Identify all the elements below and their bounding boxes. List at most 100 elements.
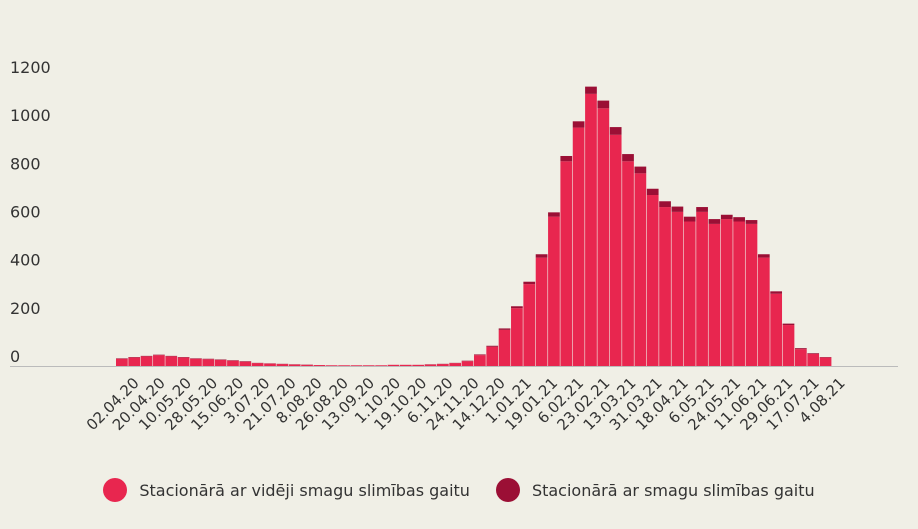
y-tick-label: 1000 xyxy=(10,106,51,125)
y-tick-label: 200 xyxy=(10,299,41,318)
bar-moderate[interactable] xyxy=(696,211,708,366)
bar-moderate[interactable] xyxy=(634,173,647,366)
bar-moderate[interactable] xyxy=(288,364,301,366)
bar-severe[interactable] xyxy=(486,345,499,347)
y-tick-label: 600 xyxy=(10,203,41,222)
bar-moderate[interactable] xyxy=(350,365,363,366)
bar-moderate[interactable] xyxy=(708,223,721,366)
bar-moderate[interactable] xyxy=(338,365,350,366)
bar-moderate[interactable] xyxy=(399,364,412,366)
bar-moderate[interactable] xyxy=(461,361,474,366)
bar-moderate[interactable] xyxy=(412,364,425,366)
bar-moderate[interactable] xyxy=(733,221,745,367)
bar-severe[interactable] xyxy=(708,219,721,224)
bar-severe[interactable] xyxy=(634,166,647,174)
bar-moderate[interactable] xyxy=(646,195,659,366)
bar-moderate[interactable] xyxy=(720,219,733,366)
legend-item-severe[interactable]: Stacionārā ar smagu slimības gaitu xyxy=(495,478,815,502)
bar-moderate[interactable] xyxy=(301,364,313,366)
legend-item-moderate[interactable]: Stacionārā ar vidēji smagu slimības gait… xyxy=(103,478,470,502)
chart-svg: 02004006008001000120002.04.2020.04.2010.… xyxy=(10,58,898,434)
bar-severe[interactable] xyxy=(548,212,560,217)
y-tick-label: 0 xyxy=(10,347,20,366)
bar-moderate[interactable] xyxy=(239,361,252,366)
bar-severe[interactable] xyxy=(622,154,634,162)
bar-moderate[interactable] xyxy=(511,308,523,366)
legend: Stacionārā ar vidēji smagu slimības gait… xyxy=(0,478,918,502)
bar-moderate[interactable] xyxy=(436,364,449,366)
y-tick-label: 400 xyxy=(10,251,41,270)
bar-moderate[interactable] xyxy=(671,211,684,366)
bar-severe[interactable] xyxy=(498,328,511,330)
bar-moderate[interactable] xyxy=(325,365,338,366)
bar-moderate[interactable] xyxy=(128,357,141,366)
bar-moderate[interactable] xyxy=(190,358,202,366)
bar-moderate[interactable] xyxy=(153,355,165,366)
bar-moderate[interactable] xyxy=(449,363,462,366)
bar-severe[interactable] xyxy=(782,323,795,326)
bar-moderate[interactable] xyxy=(362,365,375,366)
bar-moderate[interactable] xyxy=(597,108,610,366)
bar-severe[interactable] xyxy=(745,220,758,224)
bar-moderate[interactable] xyxy=(116,358,128,366)
bar-severe[interactable] xyxy=(511,306,523,309)
legend-label-moderate: Stacionārā ar vidēji smagu slimības gait… xyxy=(139,480,470,500)
bar-severe[interactable] xyxy=(597,100,610,109)
bar-moderate[interactable] xyxy=(214,359,227,366)
bar-moderate[interactable] xyxy=(424,364,437,366)
bar-moderate[interactable] xyxy=(622,161,634,366)
bar-moderate[interactable] xyxy=(819,357,832,366)
legend-swatch-severe xyxy=(495,478,520,502)
legend-swatch-moderate xyxy=(103,478,128,502)
bar-moderate[interactable] xyxy=(251,363,264,366)
bar-severe[interactable] xyxy=(572,121,585,128)
bar-moderate[interactable] xyxy=(659,207,671,366)
bar-moderate[interactable] xyxy=(782,325,795,366)
bar-moderate[interactable] xyxy=(498,329,511,367)
bar-moderate[interactable] xyxy=(523,284,536,366)
bar-severe[interactable] xyxy=(609,127,622,135)
bar-severe[interactable] xyxy=(696,207,708,212)
bar-moderate[interactable] xyxy=(165,356,178,366)
bar-moderate[interactable] xyxy=(177,357,190,366)
bar-moderate[interactable] xyxy=(757,257,770,367)
bar-moderate[interactable] xyxy=(140,356,153,366)
bar-severe[interactable] xyxy=(474,354,486,356)
bar-moderate[interactable] xyxy=(276,364,289,366)
bar-moderate[interactable] xyxy=(794,349,807,366)
bar-moderate[interactable] xyxy=(387,364,400,366)
bar-moderate[interactable] xyxy=(683,221,696,367)
bar-moderate[interactable] xyxy=(535,257,548,367)
bar-severe[interactable] xyxy=(659,201,671,208)
bar-moderate[interactable] xyxy=(585,93,597,367)
bar-severe[interactable] xyxy=(523,281,536,285)
bar-severe[interactable] xyxy=(807,353,820,354)
bar-moderate[interactable] xyxy=(745,223,758,366)
bar-severe[interactable] xyxy=(535,254,548,258)
bar-severe[interactable] xyxy=(770,291,783,294)
bar-severe[interactable] xyxy=(720,214,733,220)
bar-severe[interactable] xyxy=(671,206,684,212)
bar-moderate[interactable] xyxy=(807,353,820,366)
y-tick-label: 1200 xyxy=(10,58,51,77)
bar-moderate[interactable] xyxy=(227,360,239,366)
bar-severe[interactable] xyxy=(794,348,807,350)
bar-severe[interactable] xyxy=(733,217,745,222)
bar-severe[interactable] xyxy=(585,86,597,94)
bar-moderate[interactable] xyxy=(609,134,622,366)
bar-moderate[interactable] xyxy=(560,161,573,366)
bar-severe[interactable] xyxy=(646,188,659,196)
bar-moderate[interactable] xyxy=(548,216,560,366)
bar-moderate[interactable] xyxy=(375,365,387,366)
bar-severe[interactable] xyxy=(560,155,573,162)
bar-moderate[interactable] xyxy=(572,127,585,366)
bar-moderate[interactable] xyxy=(313,365,326,366)
legend-label-severe: Stacionārā ar smagu slimības gaitu xyxy=(531,480,815,500)
bar-moderate[interactable] xyxy=(264,363,276,366)
bar-moderate[interactable] xyxy=(770,293,783,366)
bar-severe[interactable] xyxy=(757,254,770,258)
bar-moderate[interactable] xyxy=(202,359,215,366)
bar-moderate[interactable] xyxy=(486,346,499,366)
bar-moderate[interactable] xyxy=(474,355,486,366)
bar-severe[interactable] xyxy=(683,216,696,222)
